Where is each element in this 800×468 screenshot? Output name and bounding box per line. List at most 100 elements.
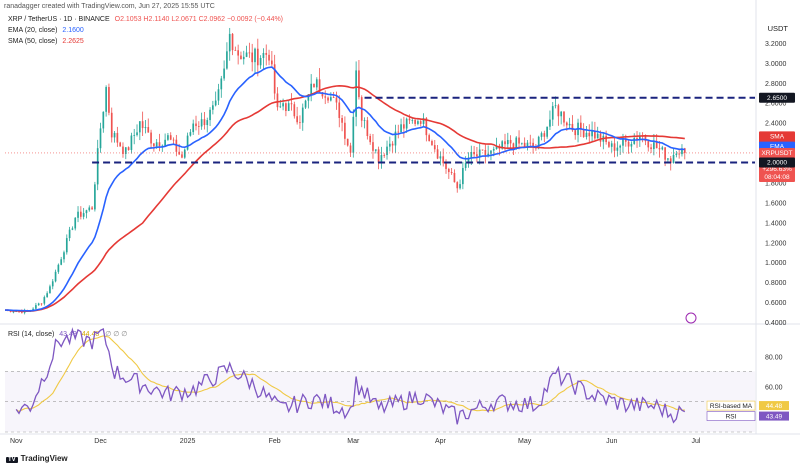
candle-body — [144, 127, 147, 129]
candle-body — [172, 139, 175, 141]
candle-body — [565, 122, 568, 126]
price-tick-label: 1.0000 — [765, 260, 787, 267]
drawing-tool-icon — [685, 312, 697, 324]
candle-body — [68, 229, 71, 239]
rsi-tick-label: 80.00 — [765, 354, 783, 361]
candle-body — [470, 152, 473, 158]
candle-body — [349, 145, 352, 153]
legend-rsi[interactable]: RSI (14, close) 43.49 44.48 ∅ ∅ ∅ — [8, 330, 127, 338]
candle-body — [433, 145, 436, 150]
candle-body — [57, 264, 60, 272]
candle-body — [124, 147, 127, 154]
candle-body — [220, 78, 223, 90]
candle-body — [335, 97, 338, 103]
candle-body — [113, 132, 116, 138]
candle-body — [650, 147, 652, 150]
candle-body — [678, 153, 680, 155]
candle-body — [74, 217, 77, 229]
candle-body — [594, 130, 596, 139]
candle-body — [442, 156, 445, 164]
candle-body — [675, 153, 678, 155]
rsi-badge-label: RSI-based MA — [710, 403, 753, 410]
candle-body — [259, 57, 262, 66]
tradingview-logo[interactable]: TV TradingView — [6, 454, 68, 463]
candle-body — [436, 149, 439, 159]
candle-body — [96, 148, 99, 185]
candle-body — [554, 105, 557, 107]
candle-body — [40, 303, 43, 305]
tradingview-logo-text: TradingView — [20, 454, 68, 463]
candle-body — [304, 100, 307, 108]
candle-body — [254, 48, 256, 63]
symbol-name: XRP / TetherUS · 1D · BINANCE — [8, 16, 110, 23]
price-badge-bg — [759, 92, 795, 103]
candle-body — [464, 163, 467, 168]
candle-body — [515, 137, 518, 149]
candle-body — [141, 121, 144, 129]
rsi-badge-label: RSI — [726, 414, 737, 421]
candle-body — [374, 149, 377, 151]
candle-body — [150, 132, 152, 144]
currency-label[interactable]: USDT — [767, 24, 788, 33]
candle-body — [501, 141, 504, 149]
candle-body — [521, 142, 523, 144]
legend-sma[interactable]: SMA (50, close) 2.2625 — [8, 38, 84, 45]
candle-body — [394, 131, 397, 146]
publisher-line: ranadagger created with TradingView.com,… — [4, 3, 215, 10]
candle-body — [203, 119, 206, 126]
candle-body — [183, 149, 186, 158]
candle-body — [681, 148, 683, 155]
candle-body — [450, 172, 453, 173]
candle-body — [655, 142, 658, 149]
ema-value: 2.1600 — [62, 27, 84, 34]
candle-body — [585, 132, 588, 137]
candle-body — [35, 305, 37, 309]
candle-body — [330, 97, 332, 101]
candle-body — [369, 136, 372, 143]
candle-body — [473, 152, 475, 155]
candle-body — [63, 252, 65, 260]
legend-symbol[interactable]: XRP / TetherUS · 1D · BINANCE O2.1053 H2… — [8, 16, 283, 23]
candle-body — [262, 52, 265, 58]
candle-body — [164, 139, 166, 146]
price-badge-bg — [759, 157, 795, 168]
candle-body — [287, 103, 290, 112]
rsi-badge-value: 43.49 — [766, 414, 783, 421]
time-axis-label: Jul — [692, 438, 701, 445]
rsi-badge: RSI-based MA 44.48 — [706, 400, 789, 411]
candle-body — [60, 259, 63, 265]
candle-body — [526, 142, 529, 147]
legend-ema[interactable]: EMA (20, close) 2.1600 — [8, 27, 84, 34]
candle-body — [669, 158, 672, 163]
candle-body — [487, 153, 489, 156]
candle-body — [136, 132, 138, 136]
candle-body — [282, 103, 284, 107]
time-axis-label: Apr — [435, 438, 447, 445]
candle-body — [599, 133, 602, 142]
candle-body — [301, 107, 304, 123]
candle-body — [661, 147, 664, 150]
price-badge-text: XRPUSDT — [761, 150, 792, 157]
candle-body — [658, 148, 661, 150]
candle-body — [504, 141, 506, 145]
candle-body — [318, 79, 321, 93]
candle-body — [439, 156, 442, 159]
price-tick-label: 3.0000 — [765, 61, 787, 68]
rsi-ma-value: 44.48 — [81, 331, 100, 338]
candle-body — [568, 123, 571, 126]
candle-body — [495, 145, 498, 149]
candle-body — [12, 311, 15, 313]
candle-body — [80, 211, 82, 217]
price-tick-label: 2.6000 — [765, 101, 787, 108]
candle-body — [240, 55, 242, 60]
time-axis-label: May — [518, 438, 532, 445]
candle-body — [206, 120, 209, 126]
candle-body — [181, 154, 183, 158]
candle-body — [627, 141, 630, 147]
candle-body — [279, 106, 282, 108]
price-badge-text: +296.63% — [762, 166, 792, 173]
candle-body — [237, 50, 239, 56]
candle-body — [77, 211, 79, 218]
candle-body — [580, 122, 582, 130]
